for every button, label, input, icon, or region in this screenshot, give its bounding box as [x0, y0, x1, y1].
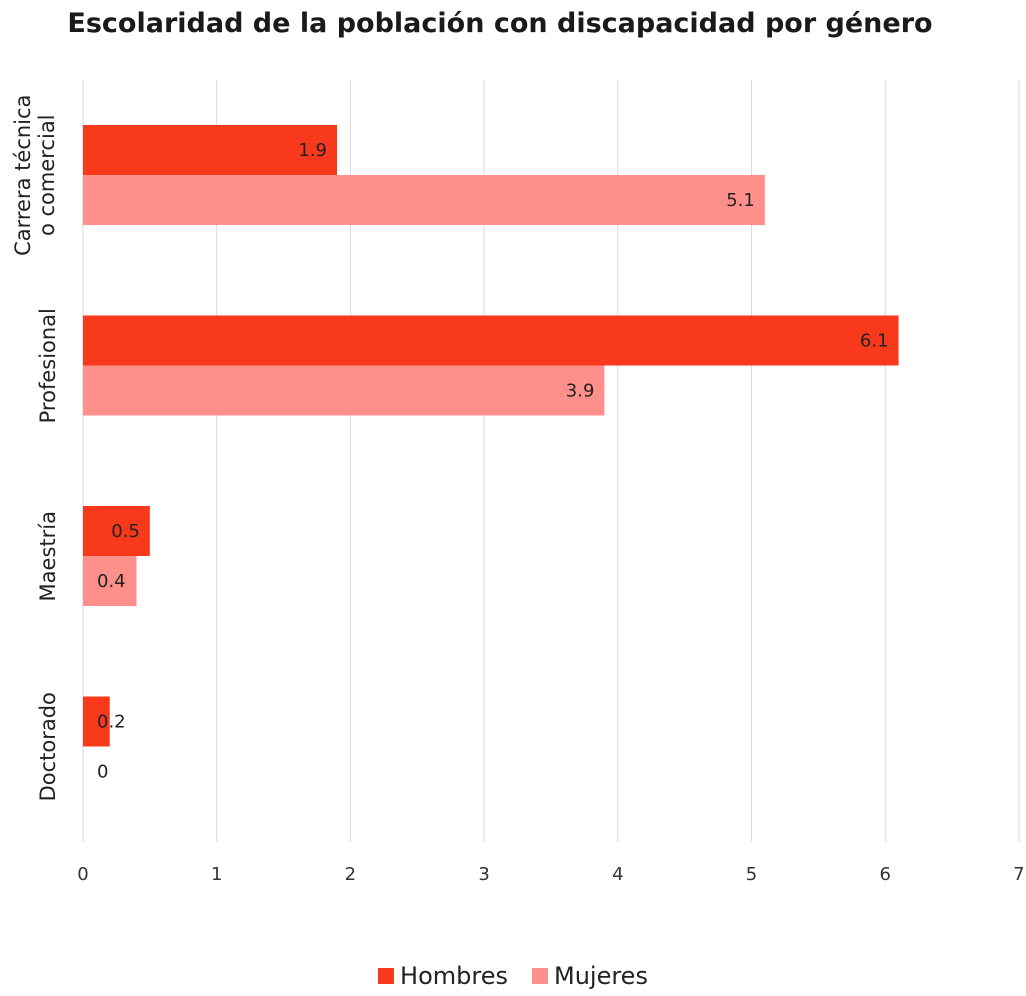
- x-tick-label: 7: [1013, 864, 1024, 885]
- bar-mujeres: [83, 175, 765, 225]
- legend-item-hombres: Hombres: [378, 962, 508, 990]
- y-category-label: Doctorado: [36, 692, 60, 801]
- data-label: 6.1: [860, 331, 889, 352]
- chart-plot-area: 1.9 5.1 6.1 3.9 0.5 0.4 0.2 0 0 1 2 3 4 5 6 7 Carrera t…: [11, 80, 1025, 885]
- y-category-label: Profesional: [36, 308, 60, 423]
- data-label: 3.9: [566, 381, 595, 402]
- x-tick-label: 5: [746, 864, 757, 885]
- y-category-label: o comercial: [35, 114, 59, 236]
- bar-hombres: [83, 315, 899, 366]
- legend-label: Hombres: [400, 962, 508, 990]
- x-tick-label: 6: [879, 864, 890, 885]
- x-tick-label: 1: [211, 864, 222, 885]
- legend-swatch: [531, 968, 548, 984]
- legend-label: Mujeres: [553, 962, 648, 990]
- data-label: 0: [97, 762, 108, 783]
- x-tick-label: 4: [612, 864, 623, 885]
- x-tick-label: 0: [77, 864, 88, 885]
- data-label: 0.4: [97, 571, 126, 592]
- bar-hombres: [83, 696, 110, 747]
- x-tick-label: 3: [478, 864, 489, 885]
- data-label: 5.1: [726, 190, 755, 211]
- data-label: 0.5: [111, 521, 140, 542]
- legend-swatch: [378, 968, 395, 984]
- chart-title: Escolaridad de la población con discapac…: [67, 8, 933, 39]
- y-category-label: Carrera técnica: [11, 95, 35, 256]
- bar-hombres: [83, 125, 338, 175]
- data-label: 0.2: [97, 712, 126, 733]
- data-label: 1.9: [298, 140, 327, 161]
- y-category-label: Maestría: [36, 511, 60, 601]
- x-tick-label: 2: [345, 864, 356, 885]
- bar-mujeres: [83, 556, 137, 606]
- bar-mujeres: [83, 365, 605, 416]
- bar-hombres: [83, 506, 150, 556]
- legend-item-mujeres: Mujeres: [531, 962, 648, 990]
- chart-legend: Hombres Mujeres: [0, 962, 1026, 990]
